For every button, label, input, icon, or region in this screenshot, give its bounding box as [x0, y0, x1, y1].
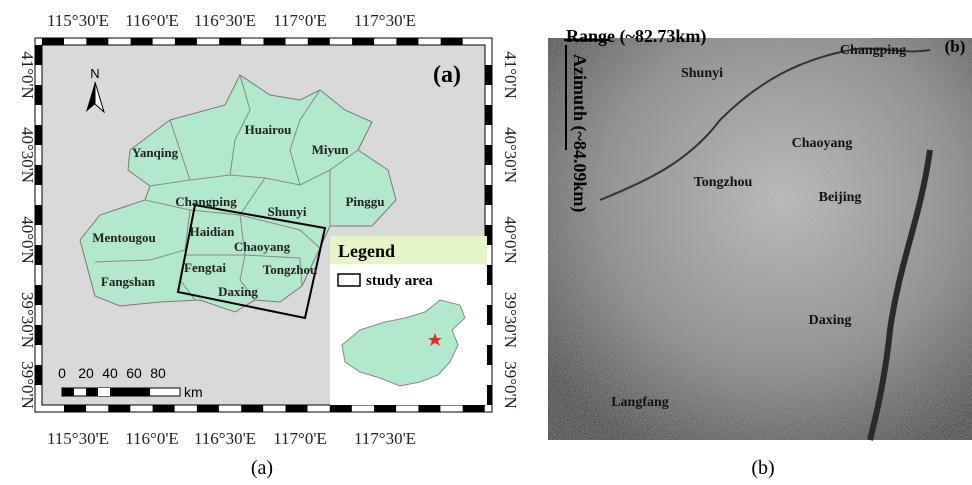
place-label: Beijing [819, 190, 862, 205]
lat-label: 41°0'N [501, 51, 520, 99]
frame-check [330, 405, 352, 412]
frame-check [42, 38, 64, 45]
north-label: N [90, 66, 99, 81]
frame-check [418, 405, 440, 412]
district-label: Chaoyang [234, 239, 291, 254]
lon-label: 115°30'E [47, 11, 109, 30]
place-label: Daxing [809, 313, 852, 328]
caption: (a) [251, 457, 273, 479]
lon-label: 117°0'E [273, 429, 327, 448]
frame-check [485, 185, 492, 205]
district-label: Pinggu [345, 194, 384, 209]
lon-label: 117°30'E [354, 11, 416, 30]
lat-label: 40°30'N [501, 127, 520, 183]
district-label: Changping [175, 194, 237, 209]
frame-check [441, 38, 463, 45]
frame-check [86, 38, 108, 45]
place-label: Shunyi [681, 66, 723, 81]
frame-check [64, 405, 86, 412]
frame-check [197, 405, 219, 412]
lat-label: 39°0'N [501, 361, 520, 409]
caption: (b) [751, 457, 774, 479]
panel-label: (b) [945, 37, 966, 56]
district-label: Tongzhou [263, 262, 317, 277]
lon-label: 117°0'E [273, 11, 327, 30]
district-label: Yanqing [132, 145, 179, 160]
panel-b [548, 38, 972, 440]
frame-check [463, 405, 485, 412]
lat-label: 40°30'N [18, 127, 37, 183]
lon-label: 116°30'E [194, 11, 256, 30]
frame-check [352, 38, 374, 45]
frame-check [485, 145, 492, 165]
panel-label: (a) [433, 62, 461, 88]
frame-check [286, 405, 308, 412]
scale-label: 40 [102, 365, 118, 381]
legend-title: Legend [338, 241, 395, 261]
scale-label: 80 [150, 365, 166, 381]
scale-bar [62, 388, 180, 396]
lon-label: 116°0'E [125, 11, 179, 30]
scale-label: 20 [78, 365, 94, 381]
frame-check [485, 105, 492, 125]
lon-label: 116°0'E [125, 429, 179, 448]
place-label: Changping [840, 43, 906, 58]
district-label: Fangshan [101, 274, 156, 289]
place-label: Chaoyang [792, 136, 853, 151]
district-label: Shunyi [267, 204, 306, 219]
district-label: Huairou [245, 122, 292, 137]
district-label: Fengtai [184, 260, 226, 275]
district-label: Miyun [312, 142, 350, 157]
lon-label: 116°30'E [194, 429, 256, 448]
district-label: Mentougou [92, 230, 156, 245]
lon-label: 117°30'E [354, 429, 416, 448]
lat-label: 40°0'N [501, 216, 520, 264]
place-label: Tongzhou [694, 175, 753, 190]
lat-label: 40°0'N [18, 216, 37, 264]
frame-check [131, 38, 153, 45]
frame-check [153, 405, 175, 412]
scale-unit: km [184, 384, 203, 400]
legend-item: study area [366, 273, 433, 289]
district-label: Daxing [218, 284, 258, 299]
frame-check [264, 38, 286, 45]
frame-check [485, 65, 492, 85]
lat-label: 39°30'N [501, 292, 520, 348]
frame-check [108, 405, 130, 412]
district-label: Haidian [190, 224, 236, 239]
scale-label: 60 [126, 365, 142, 381]
lat-label: 39°30'N [18, 292, 37, 348]
figure: 115°30'E 115°30'E 116°0'E 116°0'E 116°30'E 11… [0, 0, 972, 485]
range-label: Range (~82.73km) [566, 26, 706, 47]
frame-check [308, 38, 330, 45]
frame-check [374, 405, 396, 412]
frame-check [241, 405, 263, 412]
lon-label: 115°30'E [47, 429, 109, 448]
frame-check [175, 38, 197, 45]
lat-label: 41°0'N [18, 51, 37, 99]
frame-check [219, 38, 241, 45]
azimuth-label: Azimuth (~84.09km) [569, 54, 590, 212]
lat-label: 39°0'N [18, 361, 37, 409]
panel-a [35, 38, 492, 412]
scale-label: 0 [58, 365, 66, 381]
frame-check [396, 38, 418, 45]
place-label: Langfang [611, 395, 669, 410]
